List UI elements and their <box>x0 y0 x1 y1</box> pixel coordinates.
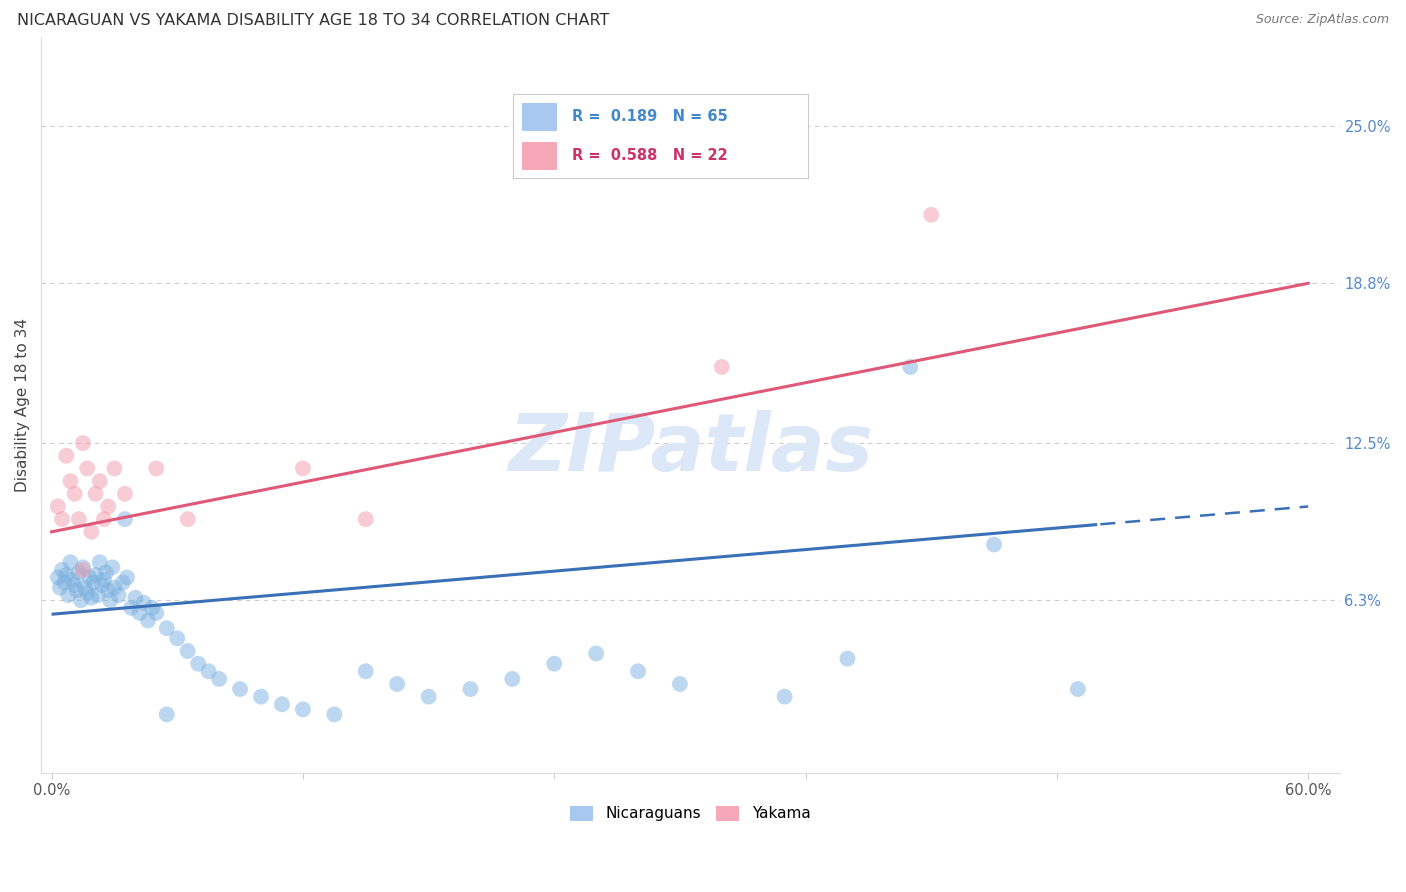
Point <box>103 581 125 595</box>
Bar <box>522 103 557 131</box>
Text: ZIPatlas: ZIPatlas <box>508 410 873 488</box>
Point <box>51 563 73 577</box>
Point <box>90 578 112 592</box>
Point <box>62 573 84 587</box>
Point <box>291 461 314 475</box>
Point <box>145 461 167 475</box>
Point <box>543 657 565 671</box>
Y-axis label: Disability Age 18 to 34: Disability Age 18 to 34 <box>15 318 30 492</box>
Point <box>97 500 120 514</box>
Point <box>128 606 150 620</box>
Point <box>79 570 101 584</box>
Legend: Nicaraguans, Yakama: Nicaraguans, Yakama <box>564 799 817 828</box>
Point <box>76 585 98 599</box>
Point <box>460 681 482 696</box>
Point <box>80 591 103 605</box>
Point <box>115 570 138 584</box>
Point <box>177 512 200 526</box>
Point <box>114 512 136 526</box>
Point <box>920 208 942 222</box>
Point <box>291 702 314 716</box>
Bar <box>522 142 557 169</box>
Point <box>156 707 179 722</box>
Point <box>63 487 86 501</box>
Point <box>59 474 82 488</box>
Text: R =  0.189   N = 65: R = 0.189 N = 65 <box>572 110 728 125</box>
Point <box>187 657 209 671</box>
Point <box>385 677 408 691</box>
Point <box>132 596 155 610</box>
Point <box>208 672 231 686</box>
Point <box>93 512 115 526</box>
Point <box>898 359 921 374</box>
Point <box>72 563 94 577</box>
Point <box>63 578 86 592</box>
Point <box>250 690 273 704</box>
Point <box>114 487 136 501</box>
Point <box>177 644 200 658</box>
Point <box>141 601 163 615</box>
Point <box>89 474 111 488</box>
Point <box>418 690 440 704</box>
Point <box>80 524 103 539</box>
Point <box>86 588 108 602</box>
Point <box>145 606 167 620</box>
Point <box>354 665 377 679</box>
Point <box>67 512 90 526</box>
Point <box>55 568 77 582</box>
Point <box>70 593 93 607</box>
Point <box>59 555 82 569</box>
Point <box>627 665 650 679</box>
Point <box>103 461 125 475</box>
Point <box>1067 681 1090 696</box>
Point <box>93 573 115 587</box>
Point <box>75 581 97 595</box>
Point <box>501 672 523 686</box>
Point <box>585 647 607 661</box>
Point <box>136 614 159 628</box>
Point <box>53 575 76 590</box>
Point <box>120 601 142 615</box>
Point <box>710 359 733 374</box>
Point <box>669 677 692 691</box>
Point <box>97 583 120 598</box>
Point <box>837 651 859 665</box>
Point <box>773 690 796 704</box>
Point <box>67 566 90 580</box>
Point <box>66 583 89 598</box>
Point <box>983 537 1005 551</box>
Point <box>124 591 146 605</box>
Point <box>82 575 104 590</box>
Point <box>229 681 252 696</box>
Point <box>156 621 179 635</box>
Point <box>76 461 98 475</box>
Point <box>354 512 377 526</box>
Point <box>58 588 80 602</box>
Point <box>51 512 73 526</box>
Point <box>89 555 111 569</box>
Point <box>166 632 188 646</box>
Text: R =  0.588   N = 22: R = 0.588 N = 22 <box>572 147 728 162</box>
Point <box>197 665 219 679</box>
Point <box>101 560 124 574</box>
Point <box>84 568 107 582</box>
Point <box>323 707 346 722</box>
Text: NICARAGUAN VS YAKAMA DISABILITY AGE 18 TO 34 CORRELATION CHART: NICARAGUAN VS YAKAMA DISABILITY AGE 18 T… <box>17 13 609 29</box>
Point <box>49 581 72 595</box>
Point <box>94 566 117 580</box>
Point <box>46 500 69 514</box>
Point <box>84 487 107 501</box>
Point <box>98 593 121 607</box>
Point <box>271 698 294 712</box>
Point <box>55 449 77 463</box>
Point <box>107 588 129 602</box>
Text: Source: ZipAtlas.com: Source: ZipAtlas.com <box>1256 13 1389 27</box>
Point <box>111 575 134 590</box>
Point <box>72 436 94 450</box>
Point <box>72 560 94 574</box>
Point <box>46 570 69 584</box>
